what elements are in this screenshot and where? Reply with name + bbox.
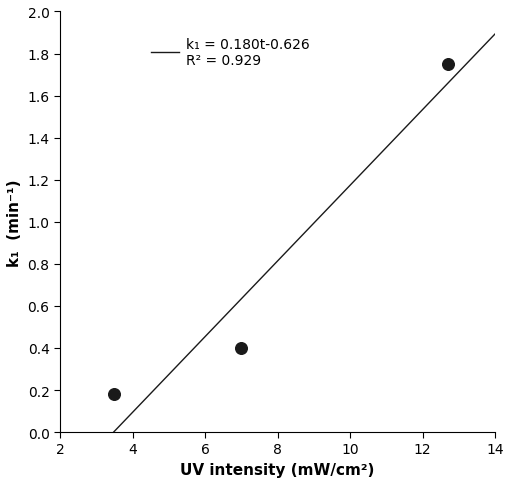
Legend: k₁ = 0.180t-0.626
R² = 0.929: k₁ = 0.180t-0.626 R² = 0.929: [145, 32, 315, 73]
Point: [237, 344, 245, 352]
Point: [444, 61, 452, 69]
Point: [110, 391, 119, 398]
X-axis label: UV intensity (mW/cm²): UV intensity (mW/cm²): [180, 462, 375, 477]
Y-axis label: k₁  (min⁻¹): k₁ (min⁻¹): [7, 179, 22, 266]
